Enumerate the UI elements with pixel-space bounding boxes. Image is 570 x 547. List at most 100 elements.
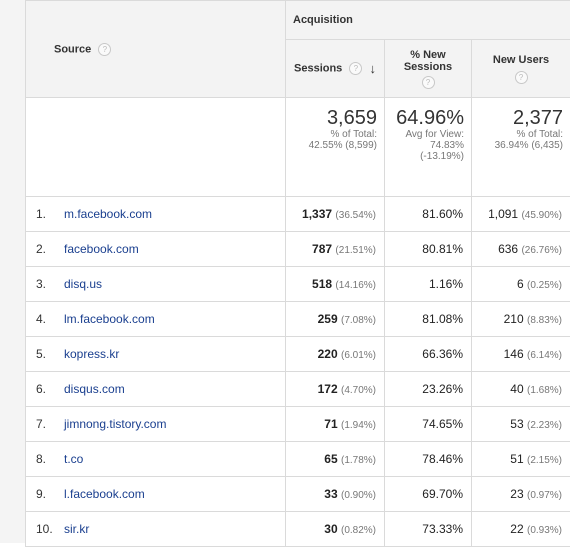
new-users-cell: 210 (8.83%)	[472, 302, 570, 337]
new-users-percent: (45.90%)	[521, 210, 562, 221]
new-users-cell: 22 (0.93%)	[472, 512, 570, 547]
sessions-column-header[interactable]: Sessions ? ↓	[286, 40, 385, 98]
new-users-cell: 636 (26.76%)	[472, 232, 570, 267]
sessions-percent: (6.01%)	[341, 350, 376, 361]
sessions-value: 1,337	[302, 207, 332, 221]
pct-new-sessions-value: 81.08%	[422, 312, 463, 326]
pct-new-sessions-column-header[interactable]: % New Sessions ?	[385, 40, 472, 98]
new-users-column-header[interactable]: New Users ?	[472, 40, 570, 98]
row-index: 2.	[36, 242, 64, 256]
pct-new-sessions-value: 66.36%	[422, 347, 463, 361]
source-cell: 4.lm.facebook.com	[26, 302, 286, 337]
pct-new-sessions-value: 69.70%	[422, 487, 463, 501]
row-index: 9.	[36, 487, 64, 501]
acquisition-label: Acquisition	[293, 14, 353, 26]
source-cell: 10.sir.kr	[26, 512, 286, 547]
sessions-percent: (4.70%)	[341, 385, 376, 396]
table-row: 4.lm.facebook.com 259 (7.08%) 81.08% 210 (8…	[26, 302, 570, 337]
new-users-percent: (0.93%)	[527, 525, 562, 536]
totals-pct-new-cell: 64.96% Avg for View: 74.83% (-13.19%)	[385, 98, 472, 197]
source-link[interactable]: m.facebook.com	[64, 207, 152, 221]
sessions-percent: (7.08%)	[341, 315, 376, 326]
row-index: 3.	[36, 277, 64, 291]
source-link[interactable]: disqus.com	[64, 382, 125, 396]
source-help-icon[interactable]: ?	[98, 43, 111, 56]
new-users-value: 23	[510, 487, 523, 501]
pct-new-sessions-cell: 66.36%	[385, 337, 472, 372]
row-index: 10.	[36, 522, 64, 536]
totals-pct-new-sub2: 74.83%	[385, 140, 464, 151]
new-users-cell: 23 (0.97%)	[472, 477, 570, 512]
totals-sessions-value: 3,659	[286, 107, 377, 129]
source-link[interactable]: disq.us	[64, 277, 102, 291]
source-link[interactable]: facebook.com	[64, 242, 139, 256]
sessions-value: 30	[324, 522, 337, 536]
new-users-percent: (6.14%)	[527, 350, 562, 361]
source-cell: 3.disq.us	[26, 267, 286, 302]
pct-new-sessions-value: 74.65%	[422, 417, 463, 431]
totals-new-users-sub1: % of Total:	[472, 129, 563, 140]
source-link[interactable]: jimnong.tistory.com	[64, 417, 166, 431]
row-index: 5.	[36, 347, 64, 361]
sessions-help-icon[interactable]: ?	[349, 62, 362, 75]
pct-new-header-line1[interactable]: % New	[385, 49, 471, 61]
pct-new-sessions-cell: 80.81%	[385, 232, 472, 267]
new-users-header-label[interactable]: New Users	[472, 54, 570, 66]
new-users-value: 146	[504, 347, 524, 361]
new-users-cell: 51 (2.15%)	[472, 442, 570, 477]
source-link[interactable]: kopress.kr	[64, 347, 119, 361]
left-gutter	[0, 0, 26, 543]
sessions-cell: 65 (1.78%)	[286, 442, 385, 477]
source-link[interactable]: sir.kr	[64, 522, 89, 536]
source-column-header: Source ?	[26, 1, 286, 98]
sessions-value: 33	[324, 487, 337, 501]
sessions-cell: 33 (0.90%)	[286, 477, 385, 512]
pct-new-sessions-value: 80.81%	[422, 242, 463, 256]
row-index: 7.	[36, 417, 64, 431]
sessions-cell: 220 (6.01%)	[286, 337, 385, 372]
source-cell: 5.kopress.kr	[26, 337, 286, 372]
new-users-percent: (0.97%)	[527, 490, 562, 501]
pct-new-sessions-cell: 73.33%	[385, 512, 472, 547]
new-users-cell: 53 (2.23%)	[472, 407, 570, 442]
source-cell: 9.l.facebook.com	[26, 477, 286, 512]
totals-sessions-sub2: 42.55% (8,599)	[286, 140, 377, 151]
sessions-cell: 1,337 (36.54%)	[286, 197, 385, 232]
pct-new-sessions-cell: 81.08%	[385, 302, 472, 337]
sessions-percent: (1.78%)	[341, 455, 376, 466]
totals-sessions-cell: 3,659 % of Total: 42.55% (8,599)	[286, 98, 385, 197]
sessions-percent: (1.94%)	[341, 420, 376, 431]
pct-new-sessions-value: 78.46%	[422, 452, 463, 466]
pct-new-help-icon[interactable]: ?	[422, 76, 435, 89]
row-index: 6.	[36, 382, 64, 396]
sessions-header-label[interactable]: Sessions	[294, 62, 342, 74]
sessions-percent: (14.16%)	[335, 280, 376, 291]
source-link[interactable]: l.facebook.com	[64, 487, 145, 501]
sessions-cell: 71 (1.94%)	[286, 407, 385, 442]
totals-sessions-sub1: % of Total:	[286, 129, 377, 140]
new-users-cell: 40 (1.68%)	[472, 372, 570, 407]
source-cell: 8.t.co	[26, 442, 286, 477]
sessions-percent: (36.54%)	[335, 210, 376, 221]
source-cell: 2.facebook.com	[26, 232, 286, 267]
pct-new-sessions-cell: 78.46%	[385, 442, 472, 477]
pct-new-header-line2[interactable]: Sessions	[385, 61, 471, 73]
sessions-value: 172	[318, 382, 338, 396]
source-link[interactable]: lm.facebook.com	[64, 312, 155, 326]
sessions-value: 259	[318, 312, 338, 326]
sessions-percent: (0.82%)	[341, 525, 376, 536]
totals-pct-new-value: 64.96%	[385, 107, 464, 129]
sessions-value: 65	[324, 452, 337, 466]
new-users-help-icon[interactable]: ?	[515, 71, 528, 84]
sort-descending-icon[interactable]: ↓	[369, 63, 376, 75]
sessions-cell: 172 (4.70%)	[286, 372, 385, 407]
new-users-value: 51	[510, 452, 523, 466]
source-cell: 6.disqus.com	[26, 372, 286, 407]
source-link[interactable]: t.co	[64, 452, 83, 466]
